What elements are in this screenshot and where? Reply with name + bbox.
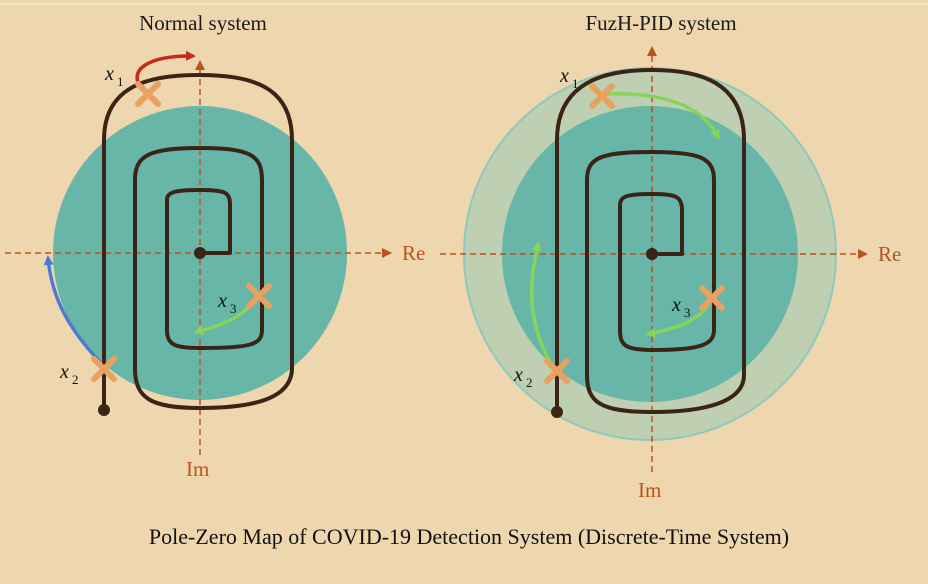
right-pole-label-x1: x 1 <box>559 65 579 91</box>
right-im-label: Im <box>638 478 661 502</box>
svg-text:3: 3 <box>230 301 237 316</box>
svg-text:x: x <box>59 361 69 383</box>
right-pole-label-x3: x 3 <box>671 294 691 320</box>
left-end-dot <box>98 404 110 416</box>
svg-text:3: 3 <box>684 305 691 320</box>
left-origin-dot <box>194 247 206 259</box>
right-pole-marker-x3 <box>699 285 725 311</box>
left-pole-marker-x1 <box>135 81 161 107</box>
left-im-label: Im <box>186 457 209 481</box>
right-pole-label-x2: x 2 <box>513 364 533 390</box>
svg-text:x: x <box>217 290 227 312</box>
left-pole-marker-x3 <box>246 283 272 309</box>
left-pole-label-x3: x 3 <box>217 290 237 316</box>
svg-text:2: 2 <box>526 375 533 390</box>
right-panel-title: FuzH-PID system <box>585 11 736 35</box>
left-panel-title: Normal system <box>139 11 267 35</box>
right-origin-dot <box>646 248 658 260</box>
left-re-label: Re <box>402 241 425 265</box>
left-arrow-x1 <box>135 50 196 92</box>
right-pole-marker-x2 <box>544 358 570 384</box>
right-re-label: Re <box>878 242 901 266</box>
left-pole-marker-x2 <box>91 356 117 382</box>
right-trajectory <box>555 68 746 414</box>
svg-text:x: x <box>104 63 114 85</box>
svg-text:1: 1 <box>117 74 124 89</box>
right-arrow-x1 <box>602 91 720 140</box>
right-pole-marker-x1 <box>589 83 615 109</box>
figure-caption: Pole-Zero Map of COVID-19 Detection Syst… <box>149 524 789 549</box>
svg-text:x: x <box>671 294 681 316</box>
left-panel: Normal system Re Im x 1 x <box>5 11 425 481</box>
right-arrow-x2 <box>530 241 552 363</box>
svg-text:2: 2 <box>72 372 79 387</box>
left-pole-label-x2: x 2 <box>59 361 79 387</box>
left-arrow-x2 <box>43 255 102 364</box>
svg-text:x: x <box>513 364 523 386</box>
right-panel: FuzH-PID system Re Im x 1 x <box>440 11 901 502</box>
left-trajectory <box>102 73 294 410</box>
right-end-dot <box>551 406 563 418</box>
svg-text:1: 1 <box>572 76 579 91</box>
svg-text:x: x <box>559 65 569 87</box>
left-pole-label-x1: x 1 <box>104 63 124 89</box>
